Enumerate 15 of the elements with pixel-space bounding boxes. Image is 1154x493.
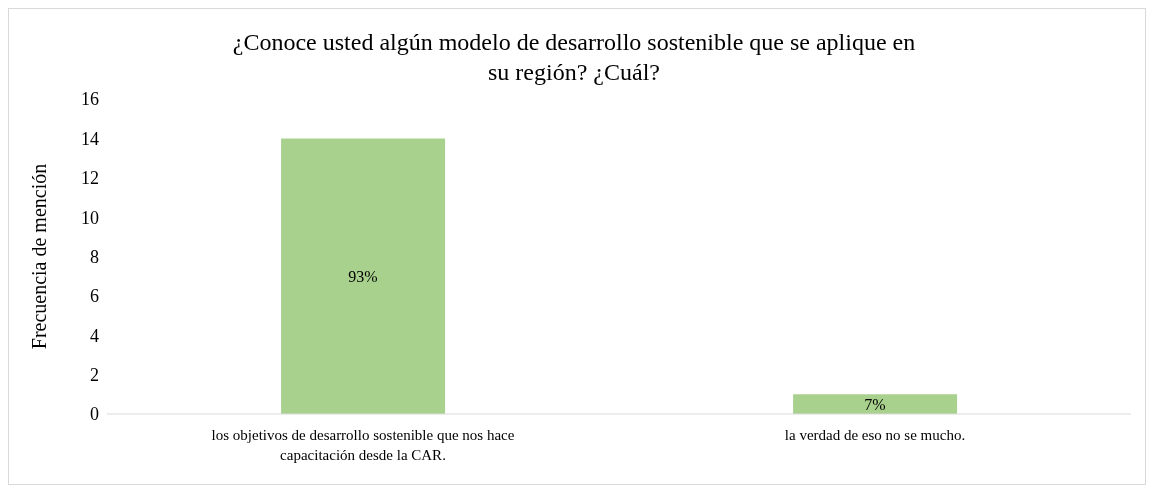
y-tick-label: 12 [81, 168, 99, 189]
annotation: 7% [864, 395, 886, 413]
y-tick-label: 4 [90, 325, 99, 346]
y-tick-label: 0 [90, 404, 99, 425]
y-axis-title: Frecuencia de mención [28, 163, 51, 350]
chart-title: ¿Conoce usted algún modelo de desarrollo sostenible que se aplique en su región? ¿Cuál? [231, 28, 917, 87]
y-tick-label: 8 [90, 246, 99, 267]
annotation: 93% [348, 267, 378, 285]
y-tick-label: 2 [90, 365, 99, 386]
y-tick-label: 16 [81, 89, 99, 110]
y-tick-label: 6 [90, 286, 99, 307]
y-tick-label: 14 [81, 128, 99, 149]
x-tick-label: los objetivos de desarrollo sostenible que nos hace capacitación desde la CAR. [211, 427, 515, 463]
y-tick-label: 10 [81, 207, 99, 228]
x-tick-label: la verdad de eso no se mucho. [784, 427, 966, 443]
